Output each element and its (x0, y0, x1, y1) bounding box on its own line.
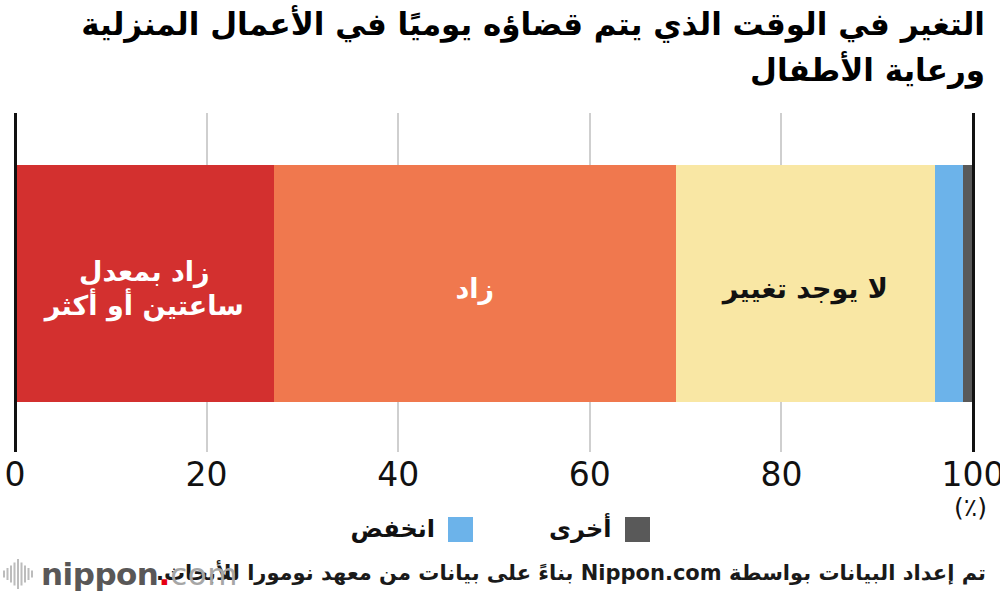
logo-brand-text: nippon (41, 556, 158, 592)
legend-item: أخرى (549, 515, 649, 543)
chart-title: التغير في الوقت الذي يتم قضاؤه يوميًا في… (15, 2, 985, 93)
stacked-bar: زاد بمعدل ساعتين أو أكثر زاد لا يوجد تغيير (15, 165, 973, 402)
logo-suffix-text: com (170, 556, 238, 592)
left-axis-line (14, 113, 17, 452)
bar-segment-label: زاد بمعدل ساعتين أو أكثر (45, 245, 244, 323)
legend-item: انخفض (351, 515, 474, 543)
legend-swatch (448, 517, 473, 542)
bar-segment-label: زاد (456, 262, 495, 306)
bar-segment-label: لا يوجد تغيير (723, 262, 888, 306)
soundwave-bars-icon (3, 556, 35, 592)
bar-segment-2: زاد (274, 165, 676, 402)
legend-label: أخرى (549, 515, 611, 543)
credit-text: تم إعداد البيانات بواسطة Nippon.com بناء… (156, 561, 986, 585)
x-tick-0: 0 (5, 455, 26, 494)
chart-legend: أخرى انخفض (0, 515, 1000, 543)
x-tick-60: 60 (569, 455, 611, 494)
legend-label: انخفض (351, 515, 436, 543)
bar-segment-1: زاد بمعدل ساعتين أو أكثر (15, 165, 274, 402)
right-axis-line (972, 113, 975, 452)
x-tick-20: 20 (186, 455, 228, 494)
x-tick-40: 40 (377, 455, 419, 494)
bar-segment-4 (935, 165, 964, 402)
nippon-logo: nippon.com (3, 554, 238, 594)
plot-area: زاد بمعدل ساعتين أو أكثر زاد لا يوجد تغيير (15, 113, 973, 452)
bar-segment-3: لا يوجد تغيير (676, 165, 935, 402)
x-tick-100: 100 (942, 455, 1000, 494)
page-root: { "chart_data": { "type": "bar", "orient… (0, 0, 1000, 598)
logo-dot: . (158, 556, 170, 592)
x-axis-ticks: 020406080100 (15, 455, 973, 495)
legend-swatch (625, 517, 650, 542)
x-tick-80: 80 (760, 455, 802, 494)
